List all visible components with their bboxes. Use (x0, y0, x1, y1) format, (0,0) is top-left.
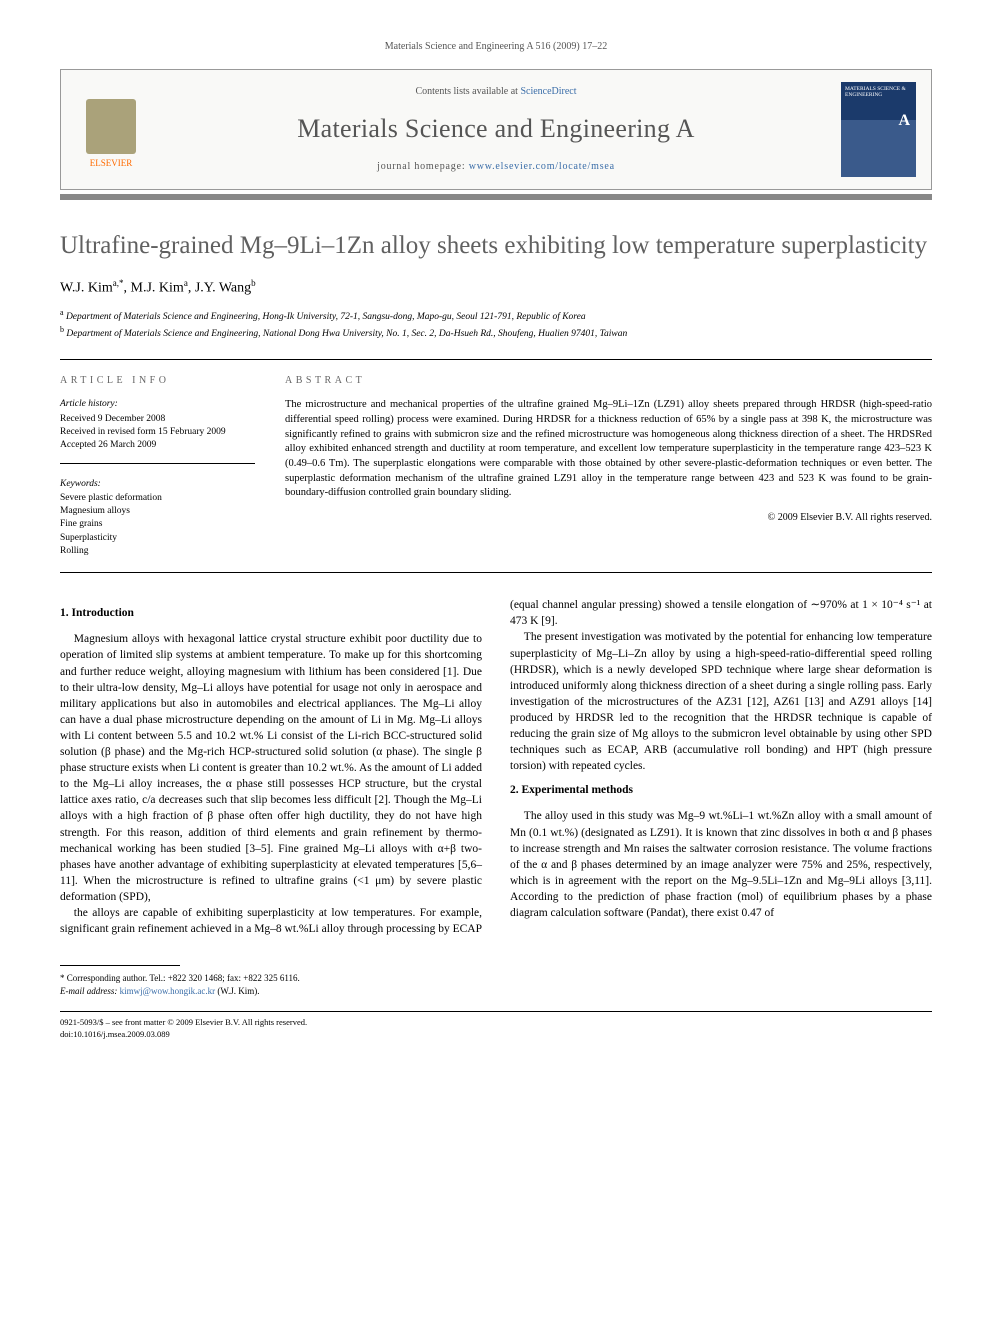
running-head: Materials Science and Engineering A 516 … (60, 40, 932, 54)
email-link[interactable]: kimwj@wow.hongik.ac.kr (120, 986, 215, 996)
bottom-line: 0921-5093/$ – see front matter © 2009 El… (60, 1011, 932, 1041)
keyword: Rolling (60, 545, 255, 558)
authors: W.J. Kima,*, M.J. Kima, J.Y. Wangb (60, 277, 932, 298)
section-2-p1: The alloy used in this study was Mg–9 wt… (510, 808, 932, 921)
article-info-row: ARTICLE INFO Article history: Received 9… (60, 359, 932, 573)
history-received: Received 9 December 2008 (60, 413, 255, 426)
sciencedirect-link[interactable]: ScienceDirect (520, 86, 576, 97)
history-revised: Received in revised form 15 February 200… (60, 426, 255, 439)
email-label: E-mail address: (60, 986, 120, 996)
doi-line: doi:10.1016/j.msea.2009.03.089 (60, 1029, 932, 1041)
email-suffix: (W.J. Kim). (215, 986, 259, 996)
homepage-link[interactable]: www.elsevier.com/locate/msea (469, 161, 615, 172)
journal-header: ELSEVIER Contents lists available at Sci… (60, 69, 932, 190)
section-1-p1: Magnesium alloys with hexagonal lattice … (60, 631, 482, 905)
homepage-prefix: journal homepage: (377, 161, 469, 172)
journal-name: Materials Science and Engineering A (166, 111, 826, 147)
abstract-body: The microstructure and mechanical proper… (285, 398, 932, 501)
affiliation-b: Department of Materials Science and Engi… (66, 329, 627, 339)
affiliations: a Department of Materials Science and En… (60, 307, 932, 342)
article-title: Ultrafine-grained Mg–9Li–1Zn alloy sheet… (60, 230, 932, 261)
keyword: Magnesium alloys (60, 505, 255, 518)
section-1-head: 1. Introduction (60, 605, 482, 621)
abstract-copyright: © 2009 Elsevier B.V. All rights reserved… (285, 511, 932, 525)
contents-prefix: Contents lists available at (415, 86, 520, 97)
homepage-line: journal homepage: www.elsevier.com/locat… (166, 160, 826, 174)
footnote-separator (60, 965, 180, 966)
footnotes: * Corresponding author. Tel.: +822 320 1… (60, 972, 932, 997)
keyword: Superplasticity (60, 532, 255, 545)
contents-line: Contents lists available at ScienceDirec… (166, 85, 826, 99)
section-1-p3: The present investigation was motivated … (510, 629, 932, 774)
abstract-head: ABSTRACT (285, 374, 932, 388)
history-head: Article history: (60, 398, 255, 411)
elsevier-logo: ELSEVIER (76, 90, 146, 170)
journal-cover-thumb (841, 82, 916, 177)
elsevier-tree-icon (86, 99, 136, 154)
issn-line: 0921-5093/$ – see front matter © 2009 El… (60, 1017, 932, 1029)
keyword: Severe plastic deformation (60, 492, 255, 505)
body-columns: 1. Introduction Magnesium alloys with he… (60, 597, 932, 937)
keywords-head: Keywords: (60, 478, 255, 491)
corresponding-author: * Corresponding author. Tel.: +822 320 1… (60, 972, 932, 985)
affiliation-a: Department of Materials Science and Engi… (66, 312, 586, 322)
section-2-head: 2. Experimental methods (510, 782, 932, 798)
history-accepted: Accepted 26 March 2009 (60, 439, 255, 452)
article-info-head: ARTICLE INFO (60, 374, 255, 388)
header-rule (60, 194, 932, 200)
publisher-name: ELSEVIER (90, 157, 133, 170)
keyword: Fine grains (60, 518, 255, 531)
